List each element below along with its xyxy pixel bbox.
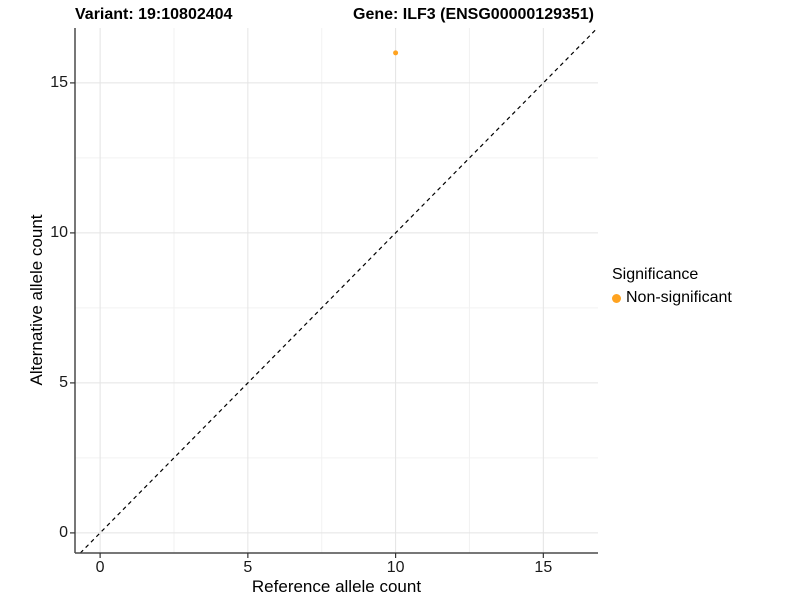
y-tick-label: 0 [59,523,68,541]
x-tick-label: 15 [534,559,553,576]
y-axis-title: Alternative allele count [27,214,46,386]
data-point [393,50,399,56]
legend-point-icon [612,293,621,303]
legend-title: Significance [612,266,699,283]
x-tick-label: 0 [95,559,105,576]
legend-item: Non-significant [612,289,732,307]
y-tick-label: 10 [50,223,68,241]
y-tick-label: 15 [50,73,68,91]
legend-item-label: Non-significant [626,289,732,306]
x-axis-title: Reference allele count [251,577,422,596]
y-tick-label: 5 [59,373,68,391]
plot-title-variant: Variant: 19:10802404 [75,6,233,23]
legend: Significance Non-significant [612,266,732,307]
x-tick-label: 5 [243,559,253,576]
plot-title-gene: Gene: ILF3 (ENSG00000129351) [353,6,595,23]
x-tick-label: 10 [386,559,405,576]
identity-dashed-line [79,27,598,554]
